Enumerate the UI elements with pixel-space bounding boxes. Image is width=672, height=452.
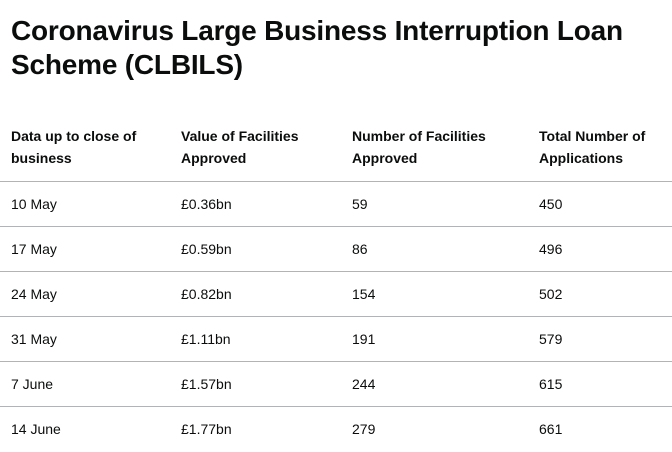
table-row: 7 June £1.57bn 244 615 (0, 361, 672, 407)
cell-date: 31 May (0, 316, 170, 362)
header-value-facilities: Value of Facilities Approved (170, 114, 341, 182)
cell-number-facilities: 86 (341, 226, 528, 272)
cell-number-facilities: 279 (352, 421, 376, 438)
cell-value-facilities: £0.36bn (170, 181, 341, 227)
cell-value-facilities: £1.77bn (181, 421, 232, 438)
cell-number-facilities: 59 (341, 181, 528, 227)
cell-total-applications: 496 (528, 226, 672, 272)
header-number-facilities: Number of Facilities Approved (341, 114, 528, 182)
cell-date: 10 May (0, 181, 170, 227)
table-row: 14 June £1.77bn 279 661 (0, 407, 672, 452)
cell-date: 17 May (0, 226, 170, 272)
clbils-table: Data up to close of business Value of Fa… (0, 114, 672, 452)
cell-total-applications: 450 (528, 181, 672, 227)
table-header-row: Data up to close of business Value of Fa… (0, 114, 672, 182)
cell-total-applications: 579 (528, 316, 672, 362)
cell-total-applications: 502 (528, 271, 672, 317)
table-row: 31 May £1.11bn 191 579 (0, 316, 672, 362)
cell-value-facilities: £1.11bn (170, 316, 341, 362)
table-row: 10 May £0.36bn 59 450 (0, 181, 672, 227)
cell-date: 7 June (0, 361, 170, 407)
cell-value-facilities: £0.82bn (170, 271, 341, 317)
cell-value-facilities: £1.57bn (170, 361, 341, 407)
cell-number-facilities: 191 (341, 316, 528, 362)
cell-total-applications: 615 (528, 361, 672, 407)
table-row: 24 May £0.82bn 154 502 (0, 271, 672, 317)
header-total-applications: Total Number of Applications (528, 114, 672, 182)
cell-total-applications: 661 (539, 421, 563, 438)
cell-date: 24 May (0, 271, 170, 317)
table-row: 17 May £0.59bn 86 496 (0, 226, 672, 272)
cell-number-facilities: 154 (341, 271, 528, 317)
page-title: Coronavirus Large Business Interruption … (11, 15, 623, 80)
cell-date: 14 June (11, 421, 61, 438)
cell-number-facilities: 244 (341, 361, 528, 407)
header-date: Data up to close of business (0, 114, 170, 182)
cell-value-facilities: £0.59bn (170, 226, 341, 272)
